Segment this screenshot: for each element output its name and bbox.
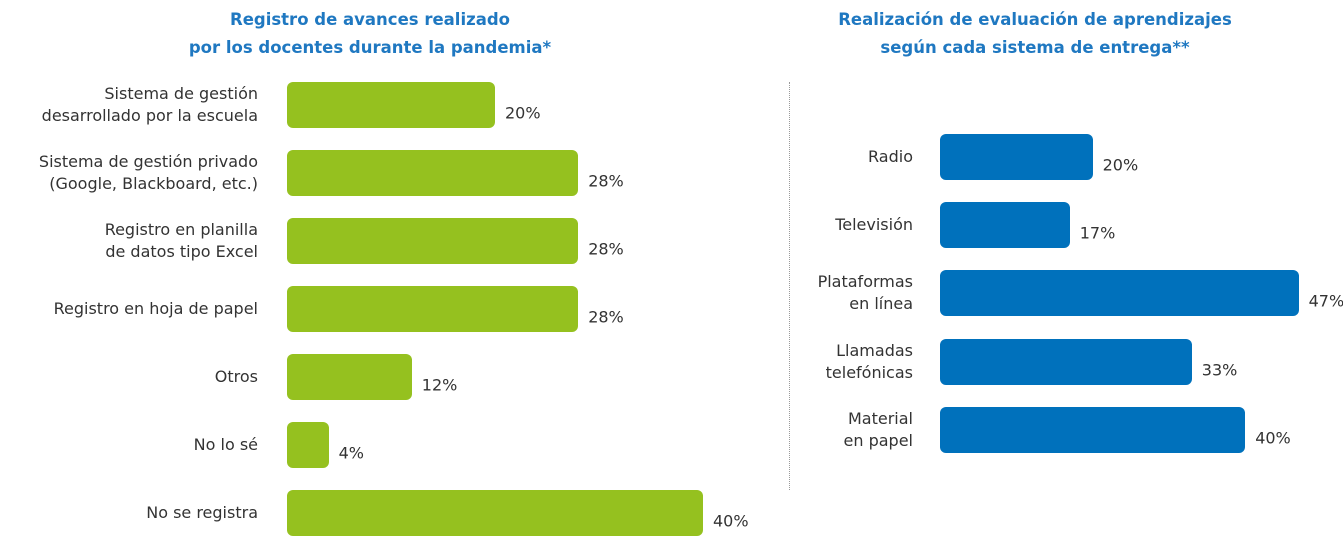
category-label: Sistema de gestión privado (Google, Blac… [38, 152, 258, 193]
bar [287, 150, 579, 196]
category-label: Televisión [835, 215, 913, 235]
value-label: 20% [1102, 155, 1139, 175]
bar [940, 134, 1093, 180]
category-label: Radio [868, 147, 913, 166]
bar [287, 490, 703, 536]
bar [940, 270, 1299, 317]
category-label: No se registra [146, 503, 258, 522]
value-label: 12% [421, 375, 458, 395]
category-label: Llamadas telefónicas [825, 340, 913, 382]
bar [940, 338, 1192, 385]
bar [940, 406, 1246, 453]
value-label: 47% [1308, 291, 1343, 311]
value-label: 4% [338, 443, 364, 463]
value-label: 20% [505, 103, 541, 123]
category-label: Sistema de gestión desarrollado por la e… [41, 84, 258, 125]
value-label: 28% [588, 171, 624, 191]
category-label: Otros [214, 367, 258, 386]
bar [287, 218, 579, 264]
category-label: Registro en planilla de datos tipo Excel [104, 220, 258, 261]
bar [287, 354, 412, 400]
category-label: Registro en hoja de papel [53, 299, 258, 318]
value-label: 28% [588, 307, 624, 327]
category-label: Plataformas en línea [817, 272, 913, 314]
category-label: No lo sé [193, 435, 258, 454]
bar [287, 286, 579, 332]
bar [287, 422, 329, 468]
value-label: 17% [1079, 223, 1116, 243]
value-label: 40% [1255, 428, 1291, 448]
bar [287, 82, 495, 128]
chart-title: Realización de evaluación de aprendizaje… [838, 10, 1232, 57]
divider [789, 82, 790, 490]
value-label: 40% [713, 511, 749, 531]
value-label: 28% [588, 239, 624, 259]
category-label: Material en papel [843, 408, 913, 450]
value-label: 33% [1201, 360, 1238, 380]
chart-title: Registro de avances realizado por los do… [188, 10, 552, 57]
bar [940, 202, 1070, 249]
